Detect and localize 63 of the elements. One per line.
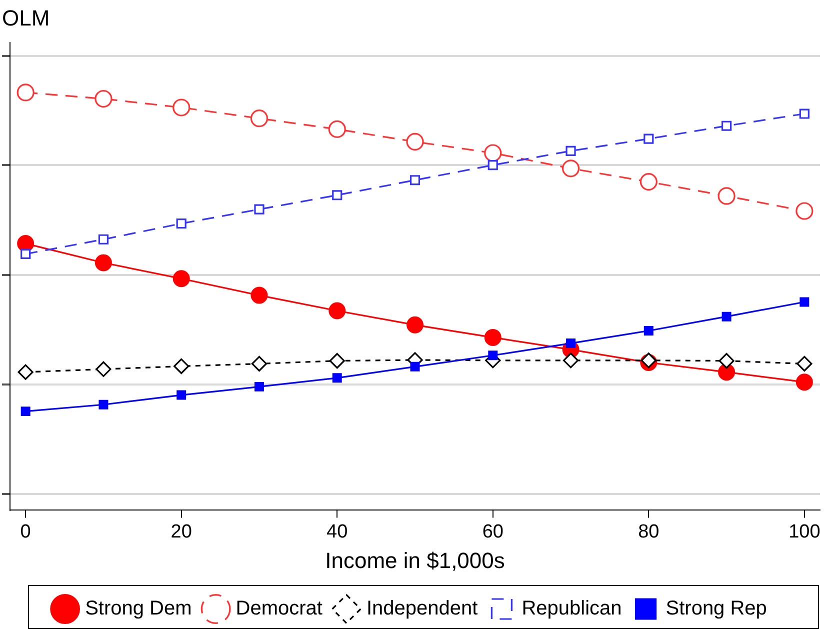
point xyxy=(644,134,654,144)
x-tick-label: 40 xyxy=(326,521,348,542)
point xyxy=(800,297,810,307)
point xyxy=(406,132,424,151)
point xyxy=(98,400,108,410)
point xyxy=(718,364,736,381)
point xyxy=(410,175,420,186)
point xyxy=(20,406,30,416)
point xyxy=(329,353,345,369)
x-tick-label: 60 xyxy=(482,521,504,542)
point xyxy=(328,302,346,320)
point xyxy=(94,90,112,108)
legend-label: Independent xyxy=(366,598,478,620)
legend-label: Republican xyxy=(522,598,622,620)
point xyxy=(250,110,268,128)
x-axis-title: Income in $1,000s xyxy=(325,548,505,573)
point xyxy=(562,160,580,178)
point xyxy=(796,374,813,391)
point xyxy=(484,144,502,162)
point xyxy=(20,248,31,260)
point xyxy=(644,326,654,336)
point xyxy=(328,120,346,138)
point xyxy=(796,356,812,372)
point xyxy=(254,382,264,392)
point xyxy=(172,270,190,288)
point xyxy=(721,120,732,131)
point xyxy=(332,373,342,383)
point xyxy=(98,234,109,244)
chart-title: OLM xyxy=(2,5,50,30)
x-tick-label: 100 xyxy=(788,521,820,542)
x-tick-label: 20 xyxy=(170,521,192,542)
point xyxy=(16,84,34,102)
point xyxy=(17,235,34,252)
point xyxy=(250,286,268,304)
point xyxy=(94,254,112,272)
point xyxy=(799,108,810,119)
point xyxy=(488,160,498,170)
x-tick-label: 0 xyxy=(20,521,31,542)
point xyxy=(718,353,734,369)
point xyxy=(172,98,190,116)
point xyxy=(562,352,579,368)
point xyxy=(332,190,342,200)
legend-label: Democrat xyxy=(236,598,323,620)
point xyxy=(96,361,112,377)
point xyxy=(566,338,576,348)
point xyxy=(176,390,186,400)
point xyxy=(488,350,498,360)
point xyxy=(254,204,264,214)
point xyxy=(251,356,268,372)
point xyxy=(410,362,420,372)
point xyxy=(722,312,732,322)
point xyxy=(484,328,502,346)
point xyxy=(18,364,34,380)
point xyxy=(406,316,424,334)
point xyxy=(718,187,736,205)
legend-label: Strong Dem xyxy=(85,598,192,620)
point xyxy=(566,146,576,156)
x-tick-label: 80 xyxy=(638,521,660,542)
point xyxy=(640,172,658,191)
point xyxy=(174,358,190,374)
point xyxy=(796,202,814,220)
legend-label: Strong Rep xyxy=(666,598,767,620)
point xyxy=(176,218,186,229)
